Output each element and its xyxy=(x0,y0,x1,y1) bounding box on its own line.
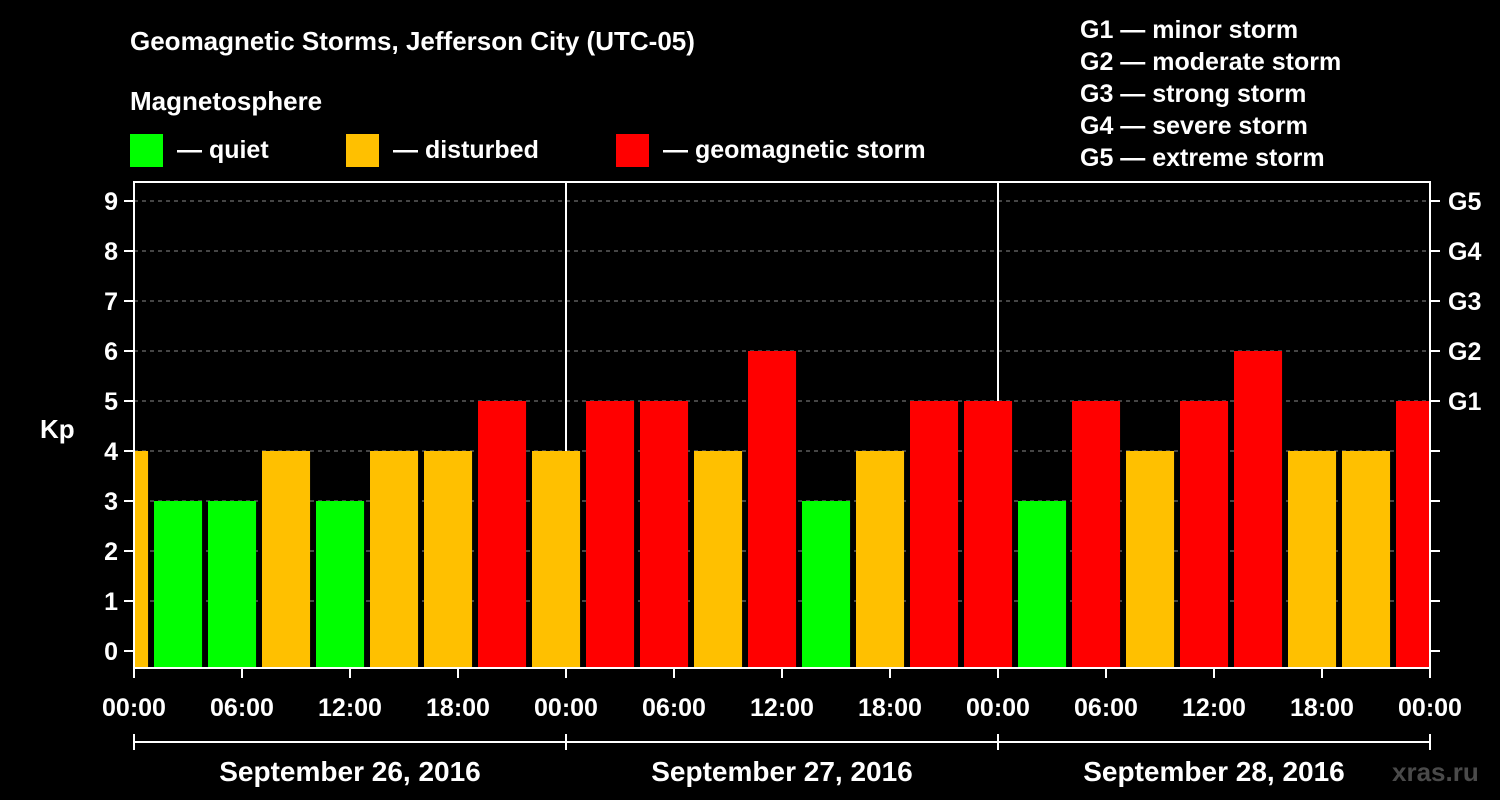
bar-17 xyxy=(1018,501,1067,668)
y-tick-label-1: 1 xyxy=(104,588,118,616)
y-tick-label-7: 7 xyxy=(104,288,118,316)
x-tick-label-9: 06:00 xyxy=(1074,694,1138,722)
x-tick-label-4: 00:00 xyxy=(534,694,598,722)
legend-swatch-quiet xyxy=(130,134,163,167)
day-label-1: September 27, 2016 xyxy=(651,756,913,787)
legend-label-quiet: — quiet xyxy=(177,136,269,164)
y-tick-label-0: 0 xyxy=(104,638,118,666)
bar-11 xyxy=(694,451,743,668)
bar-24 xyxy=(1396,401,1430,668)
axis-layer: 0 1 2 3 4 5 6 7 8 9 G1 G2 G3 G4 G5 00:00 06:00 12:00 18:00… xyxy=(102,181,1481,787)
x-tick-label-7: 18:00 xyxy=(858,694,922,722)
storm-legend-g1: G1 — minor storm xyxy=(1080,16,1298,44)
y-tick-label-6: 6 xyxy=(104,338,118,366)
storm-legend-g3: G3 — strong storm xyxy=(1080,80,1306,108)
x-tick-label-10: 12:00 xyxy=(1182,694,1246,722)
bar-21 xyxy=(1234,351,1283,668)
storm-level-label-g4: G4 xyxy=(1448,238,1481,266)
storm-level-label-g3: G3 xyxy=(1448,288,1481,316)
bar-15 xyxy=(910,401,959,668)
storm-legend-g2: G2 — moderate storm xyxy=(1080,48,1341,76)
storm-level-label-g5: G5 xyxy=(1448,188,1481,216)
bar-19 xyxy=(1126,451,1175,668)
bar-14 xyxy=(856,451,905,668)
bar-2 xyxy=(208,501,257,668)
y-tick-label-3: 3 xyxy=(104,488,118,516)
y-axis-label: Kp xyxy=(40,414,75,444)
bar-20 xyxy=(1180,401,1229,668)
bar-9 xyxy=(586,401,635,668)
x-tick-label-0: 00:00 xyxy=(102,694,166,722)
y-tick-label-4: 4 xyxy=(104,438,118,466)
bar-6 xyxy=(424,451,473,668)
storm-legend-g4: G4 — severe storm xyxy=(1080,112,1308,140)
storm-legend-g5: G5 — extreme storm xyxy=(1080,144,1325,172)
day-label-0: September 26, 2016 xyxy=(219,756,481,787)
y-tick-label-5: 5 xyxy=(104,388,118,416)
legend-swatch-disturbed xyxy=(346,134,379,167)
bar-3 xyxy=(262,451,311,668)
bar-4 xyxy=(316,501,365,668)
x-tick-label-12: 00:00 xyxy=(1398,694,1462,722)
watermark: xras.ru xyxy=(1392,757,1479,787)
bar-8 xyxy=(532,451,581,668)
x-tick-label-6: 12:00 xyxy=(750,694,814,722)
legend-swatch-storm xyxy=(616,134,649,167)
x-tick-label-8: 00:00 xyxy=(966,694,1030,722)
bar-7 xyxy=(478,401,527,668)
bar-12 xyxy=(748,351,797,668)
bar-5 xyxy=(370,451,419,668)
storm-level-label-g1: G1 xyxy=(1448,388,1481,416)
bars-layer xyxy=(134,351,1430,668)
x-tick-label-1: 06:00 xyxy=(210,694,274,722)
chart-subtitle: Magnetosphere xyxy=(130,86,322,116)
y-tick-label-9: 9 xyxy=(104,188,118,216)
bar-0 xyxy=(134,451,149,668)
bar-10 xyxy=(640,401,689,668)
bar-13 xyxy=(802,501,851,668)
x-tick-label-5: 06:00 xyxy=(642,694,706,722)
y-tick-label-2: 2 xyxy=(104,538,118,566)
day-label-2: September 28, 2016 xyxy=(1083,756,1345,787)
y-tick-label-8: 8 xyxy=(104,238,118,266)
x-tick-label-2: 12:00 xyxy=(318,694,382,722)
bar-23 xyxy=(1342,451,1391,668)
bar-1 xyxy=(154,501,203,668)
x-tick-label-11: 18:00 xyxy=(1290,694,1354,722)
chart-title: Geomagnetic Storms, Jefferson City (UTC-… xyxy=(130,26,695,56)
legend-label-disturbed: — disturbed xyxy=(393,136,539,164)
storm-level-label-g2: G2 xyxy=(1448,338,1481,366)
bar-22 xyxy=(1288,451,1337,668)
bar-18 xyxy=(1072,401,1121,668)
legend-label-storm: — geomagnetic storm xyxy=(663,136,926,164)
bar-16 xyxy=(964,401,1013,668)
x-tick-label-3: 18:00 xyxy=(426,694,490,722)
